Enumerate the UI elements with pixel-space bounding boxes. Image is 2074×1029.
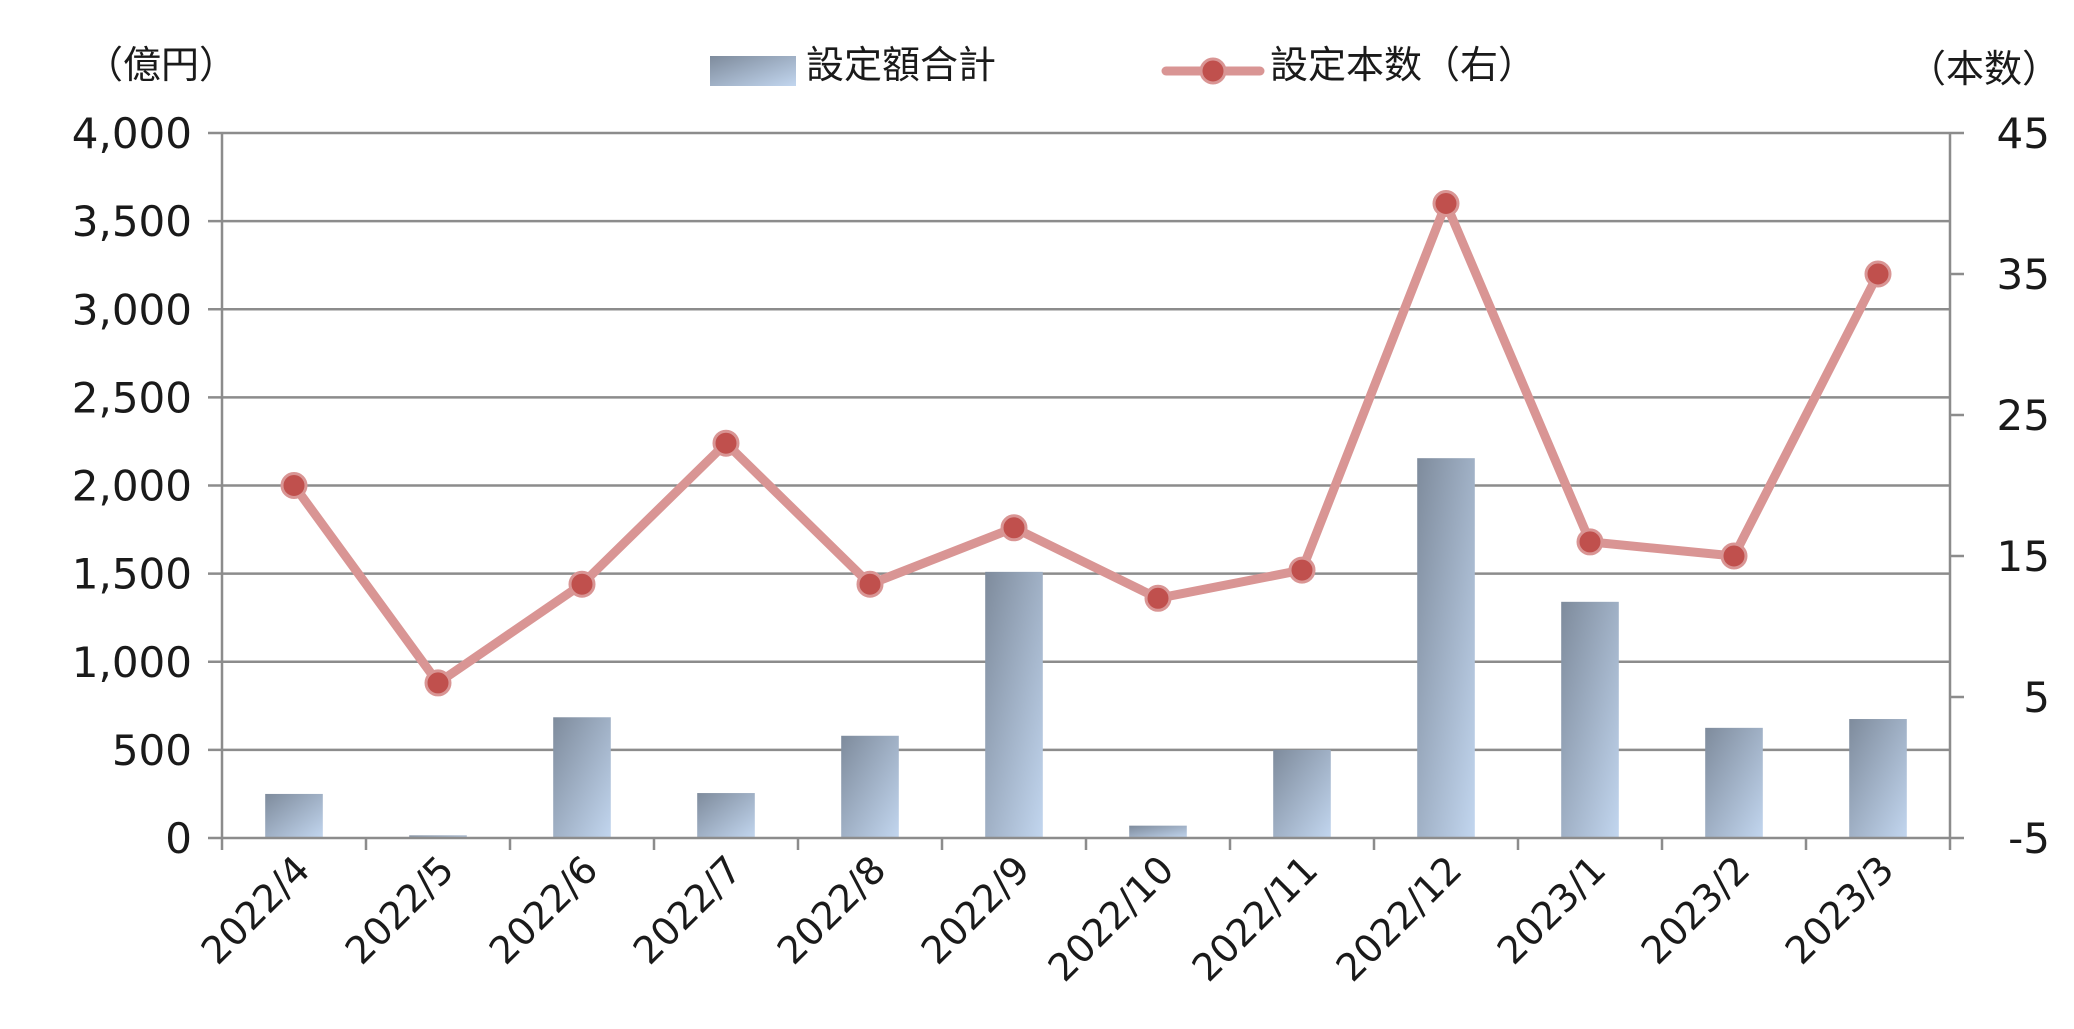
line-point (1288, 556, 1316, 584)
bar-layer (265, 458, 1907, 838)
legend: 設定額合計 設定本数（右） (710, 43, 1536, 87)
x-axis-tick-label: 2022/8 (769, 847, 895, 973)
x-axis-tick-label: 2022/7 (625, 847, 751, 973)
legend-bar-label: 設定額合計 (806, 43, 996, 87)
line-point (856, 570, 884, 598)
x-axis-tick-label: 2023/1 (1489, 847, 1615, 973)
line-point (1864, 260, 1892, 288)
line-point (424, 669, 452, 697)
left-axis-tick-label: 500 (112, 726, 192, 775)
right-axis-tick-label: 5 (2023, 673, 2050, 722)
right-axis-tick-label: -5 (2008, 814, 2050, 863)
bar (697, 793, 755, 838)
left-axis-tick-label: 3,500 (72, 197, 192, 246)
line-point (280, 472, 308, 499)
line-point (1432, 190, 1460, 217)
x-axis-tick-label: 2022/6 (481, 847, 607, 973)
x-axis-tick-label: 2023/2 (1633, 847, 1759, 973)
x-axis-tick-label: 2022/10 (1040, 847, 1183, 990)
x-axis-tick-label: 2022/5 (337, 847, 463, 973)
left-axis-tick-label: 0 (165, 814, 192, 863)
right-axis-tick-label: 15 (1997, 532, 2050, 581)
right-axis-tick-label: 25 (1997, 391, 2050, 440)
line-point (1144, 584, 1172, 612)
x-axis-tick-label: 2023/3 (1777, 847, 1903, 973)
line-point (1000, 514, 1028, 542)
bar (1417, 458, 1475, 838)
legend-line-marker (1199, 57, 1227, 85)
line-point (1720, 542, 1748, 570)
legend-line-label: 設定本数（右） (1270, 43, 1536, 87)
x-axis-tick-label: 2022/4 (193, 847, 319, 973)
grid-layer (222, 131, 1950, 752)
line-point (1576, 528, 1604, 556)
right-axis-unit: （本数） (1908, 47, 2060, 91)
x-axis-tick-label: 2022/12 (1328, 847, 1471, 990)
left-axis-tick-label: 1,500 (72, 550, 192, 599)
bar (409, 835, 467, 838)
line-series (289, 199, 1883, 688)
bar (1705, 727, 1763, 838)
bar (265, 793, 323, 838)
left-axis-tick-label: 2,500 (72, 373, 192, 422)
left-axis-unit: （億円） (85, 43, 237, 87)
legend-bar-swatch (710, 56, 796, 86)
right-axis-tick-label: 35 (1997, 250, 2050, 299)
line-point (712, 429, 740, 457)
left-axis-tick-label: 2,000 (72, 462, 192, 511)
bar (1561, 601, 1619, 838)
bar (1849, 719, 1907, 838)
bar (1129, 825, 1187, 838)
x-axis-tick-label: 2022/11 (1184, 847, 1327, 990)
line-point (568, 570, 596, 598)
line-layer (280, 190, 1892, 697)
bar (841, 735, 899, 838)
bar (985, 571, 1043, 838)
left-axis-tick-label: 4,000 (72, 109, 192, 158)
bar (1273, 749, 1331, 838)
left-axis-tick-label: 1,000 (72, 638, 192, 687)
left-axis-tick-label: 3,000 (72, 285, 192, 334)
axis-layer (208, 131, 1964, 850)
x-axis-tick-label: 2022/9 (913, 847, 1039, 973)
bar (553, 717, 611, 838)
right-axis-tick-label: 45 (1997, 109, 2050, 158)
